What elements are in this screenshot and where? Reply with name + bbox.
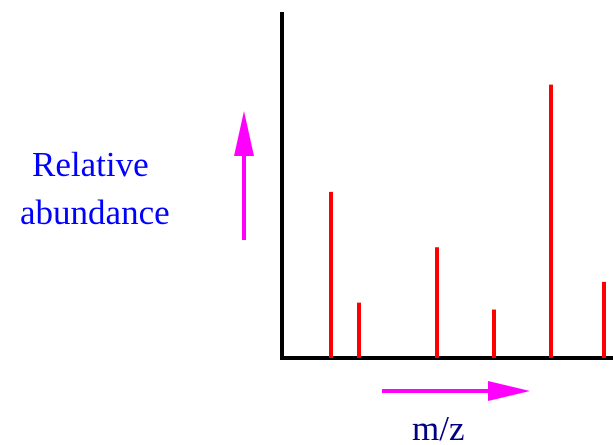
y-axis-label-line-1: Relative: [32, 145, 149, 184]
up-arrow-icon: [234, 111, 254, 240]
axes: [280, 12, 613, 360]
right-arrow-icon: [382, 381, 530, 401]
peaks: [329, 84, 606, 358]
y-axis-label-line-2: abundance: [20, 193, 170, 232]
x-axis-label: m/z: [412, 409, 464, 445]
